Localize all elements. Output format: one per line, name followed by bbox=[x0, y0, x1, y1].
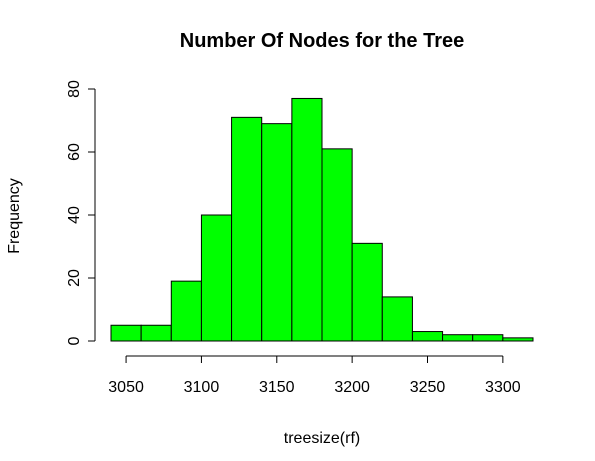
x-tick-label-4: 3250 bbox=[410, 379, 446, 396]
x-tick-label-2: 3150 bbox=[259, 379, 295, 396]
x-tick-label-1: 3100 bbox=[184, 379, 220, 396]
bars-group bbox=[110, 97, 534, 342]
y-tick-label-4: 80 bbox=[66, 80, 83, 98]
y-axis: 0 20 40 60 80 bbox=[66, 80, 96, 345]
histogram-bar-13 bbox=[502, 337, 534, 342]
histogram-bar-10 bbox=[411, 331, 444, 342]
x-tick-label-0: 3050 bbox=[108, 379, 144, 396]
histogram-bar-3 bbox=[200, 214, 233, 342]
y-tick-label-3: 60 bbox=[66, 143, 83, 161]
x-tick-label-3: 3200 bbox=[334, 379, 370, 396]
histogram-bar-4 bbox=[231, 116, 263, 342]
histogram-bar-12 bbox=[472, 334, 504, 342]
y-tick-label-2: 40 bbox=[66, 206, 83, 224]
histogram-bar-6 bbox=[291, 97, 323, 342]
chart-title: Number Of Nodes for the Tree bbox=[180, 30, 465, 52]
histogram-bar-7 bbox=[321, 148, 353, 342]
histogram-bar-1 bbox=[140, 324, 172, 342]
y-tick-label-1: 20 bbox=[66, 269, 83, 287]
y-tick-label-0: 0 bbox=[66, 336, 83, 345]
histogram-bar-5 bbox=[261, 123, 293, 342]
y-axis-label: Frequency bbox=[6, 178, 23, 254]
histogram-bar-2 bbox=[170, 280, 202, 342]
x-tick-label-5: 3300 bbox=[485, 379, 521, 396]
histogram-bar-0 bbox=[110, 324, 142, 342]
x-axis: 3050 3100 3150 3200 3250 3300 bbox=[108, 355, 521, 396]
histogram-bar-11 bbox=[442, 334, 474, 342]
x-axis-label: treesize(rf) bbox=[284, 430, 360, 447]
histogram-bar-9 bbox=[381, 296, 413, 342]
histogram-bar-8 bbox=[351, 242, 383, 342]
